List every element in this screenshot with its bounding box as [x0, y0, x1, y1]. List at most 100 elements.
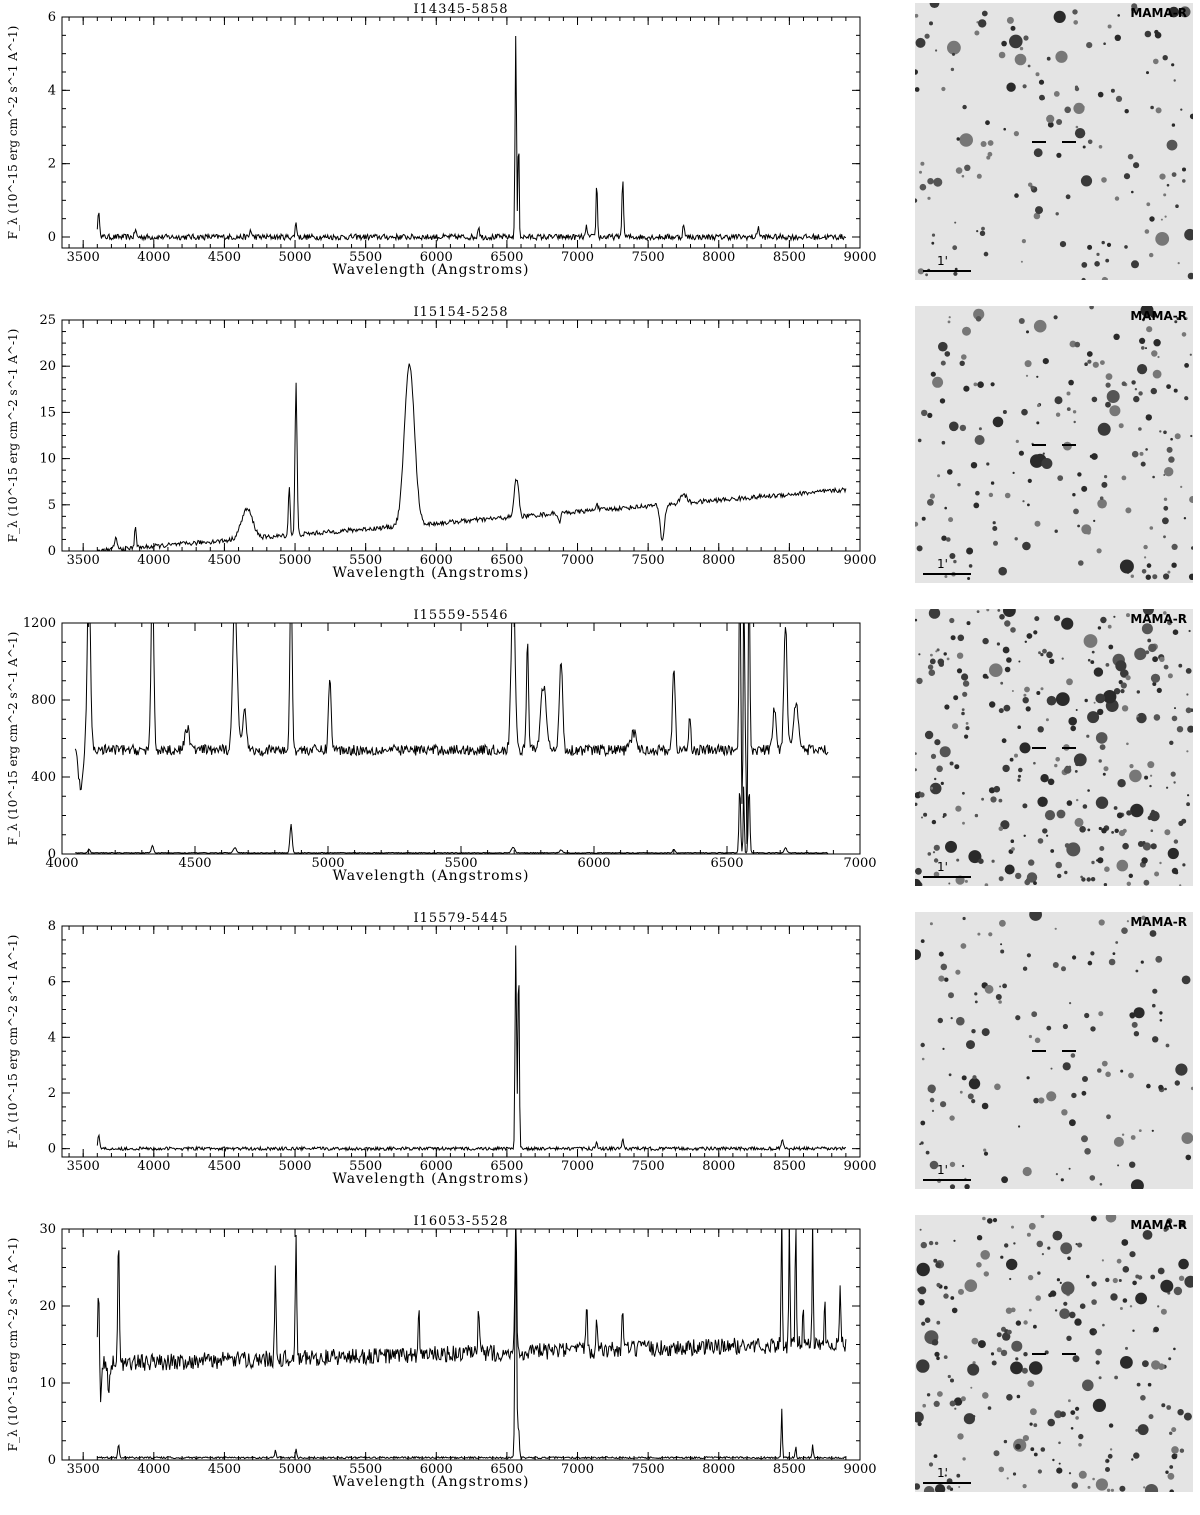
y-tick-label: 6: [48, 10, 56, 25]
y-tick-label: 10: [39, 1376, 56, 1391]
spectrum-series-1: [96, 35, 847, 242]
x-tick-label: 7500: [632, 553, 665, 568]
y-tick-label: 25: [39, 313, 56, 328]
sky-image-thumbnail: MAMA-R 1': [915, 912, 1193, 1189]
x-tick-label: 6000: [420, 1159, 453, 1174]
x-tick-label: 7000: [561, 1159, 594, 1174]
image-source-label: MAMA-R: [1130, 309, 1187, 323]
y-tick-label: 0: [48, 847, 56, 862]
x-tick-label: 6500: [490, 1159, 523, 1174]
y-tick-label: 1200: [23, 616, 56, 631]
x-tick-label: 9000: [843, 1462, 876, 1477]
y-tick-label: 2: [48, 157, 56, 172]
scale-label: 1': [937, 860, 948, 874]
y-tick-label: 400: [31, 770, 56, 785]
x-axis-title: Wavelength (Angstroms): [333, 868, 530, 884]
y-tick-label: 0: [48, 1142, 56, 1157]
x-tick-label: 5000: [278, 250, 311, 265]
x-tick-label: 4500: [208, 553, 241, 568]
y-tick-label: 20: [39, 359, 56, 374]
sky-image-thumbnail: MAMA-R 1': [915, 609, 1193, 886]
plot-frame: [61, 925, 861, 1158]
x-tick-label: 5000: [278, 1159, 311, 1174]
y-tick-label: 10: [39, 452, 56, 467]
y-tick-label: 800: [31, 693, 56, 708]
x-tick-label: 5500: [444, 856, 477, 871]
x-axis-title: Wavelength (Angstroms): [333, 262, 530, 278]
y-axis-title: F_λ (10^-15 erg cm^-2 s^-1 A^-1): [6, 26, 20, 240]
spectrum-series-1: [96, 945, 846, 1153]
x-tick-label: 4000: [137, 553, 170, 568]
x-tick-label: 5000: [311, 856, 344, 871]
x-tick-label: 8000: [702, 1462, 735, 1477]
x-tick-label: 8000: [702, 1159, 735, 1174]
x-tick-label: 9000: [843, 553, 876, 568]
x-tick-label: 7000: [843, 856, 876, 871]
spectrum-series-1: [96, 1229, 847, 1403]
y-tick-label: 4: [48, 1030, 56, 1045]
image-source-label: MAMA-R: [1130, 1218, 1187, 1232]
x-tick-label: 6000: [420, 250, 453, 265]
x-tick-label: 4000: [137, 1159, 170, 1174]
image-source-label: MAMA-R: [1130, 612, 1187, 626]
x-tick-label: 6000: [420, 553, 453, 568]
y-tick-label: 20: [39, 1299, 56, 1314]
spectrum-series-1: [96, 363, 847, 551]
sky-image-thumbnail: MAMA-R 1': [915, 306, 1193, 583]
scale-bar: [923, 876, 971, 878]
y-tick-label: 4: [48, 83, 56, 98]
x-tick-label: 7000: [561, 1462, 594, 1477]
scale-label: 1': [937, 254, 948, 268]
x-tick-label: 9000: [843, 1159, 876, 1174]
sky-image-thumbnail: MAMA-R 1': [915, 3, 1193, 280]
x-tick-label: 8500: [773, 553, 806, 568]
x-tick-label: 6500: [490, 250, 523, 265]
plot-frame: [61, 319, 861, 552]
y-axis-title: F_λ (10^-15 erg cm^-2 s^-1 A^-1): [6, 632, 20, 846]
y-tick-label: 6: [48, 975, 56, 990]
star-field-image: [915, 306, 1193, 580]
y-tick-label: 0: [48, 230, 56, 245]
spectrum-chart-4: I15579-5445 3500 4000 4500 5000 5500 6000 6500 7…: [6, 911, 877, 1187]
x-tick-label: 8500: [773, 250, 806, 265]
x-tick-label: 5000: [278, 553, 311, 568]
chart-title: I16053-5528: [414, 1214, 509, 1229]
spectrum-series-1: [74, 623, 829, 845]
x-tick-label: 6500: [490, 1462, 523, 1477]
chart-title: I15559-5546: [414, 608, 509, 623]
chart-title: I15579-5445: [414, 911, 509, 926]
x-axis-title: Wavelength (Angstroms): [333, 1171, 530, 1187]
image-source-label: MAMA-R: [1130, 6, 1187, 20]
x-tick-label: 6500: [490, 553, 523, 568]
x-tick-label: 4000: [45, 856, 78, 871]
x-tick-label: 4000: [137, 250, 170, 265]
x-tick-label: 4500: [208, 1462, 241, 1477]
x-tick-label: 6500: [710, 856, 743, 871]
x-tick-label: 7000: [561, 553, 594, 568]
x-tick-label: 4000: [137, 1462, 170, 1477]
x-tick-label: 6000: [577, 856, 610, 871]
sky-image-thumbnail: MAMA-R 1': [915, 1215, 1193, 1492]
chart-title: I15154-5258: [414, 305, 509, 320]
y-tick-label: 15: [39, 405, 56, 420]
scale-label: 1': [937, 557, 948, 571]
x-tick-label: 8500: [773, 1462, 806, 1477]
spectrum-chart-3: I15559-5546 4000 4500 5000 5500 6000 6500 7000 0…: [6, 608, 877, 884]
star-field-image: [915, 609, 1193, 886]
scale-bar: [923, 573, 971, 575]
x-tick-label: 7500: [632, 1159, 665, 1174]
x-tick-label: 7500: [632, 1462, 665, 1477]
scale-bar: [923, 1482, 971, 1484]
spectrum-chart-1: I14345-5858 3500 4000 4500 5000 5500 6000 6500 7…: [6, 2, 877, 278]
scale-bar: [923, 1179, 971, 1181]
x-tick-label: 4500: [208, 1159, 241, 1174]
x-tick-label: 7000: [561, 250, 594, 265]
x-tick-label: 3500: [67, 1159, 100, 1174]
x-tick-label: 5500: [349, 1462, 382, 1477]
spectrum-series-2: [97, 1236, 847, 1460]
x-tick-label: 5000: [278, 1462, 311, 1477]
x-tick-label: 4500: [178, 856, 211, 871]
y-tick-label: 0: [48, 544, 56, 559]
chart-title: I14345-5858: [414, 2, 509, 17]
